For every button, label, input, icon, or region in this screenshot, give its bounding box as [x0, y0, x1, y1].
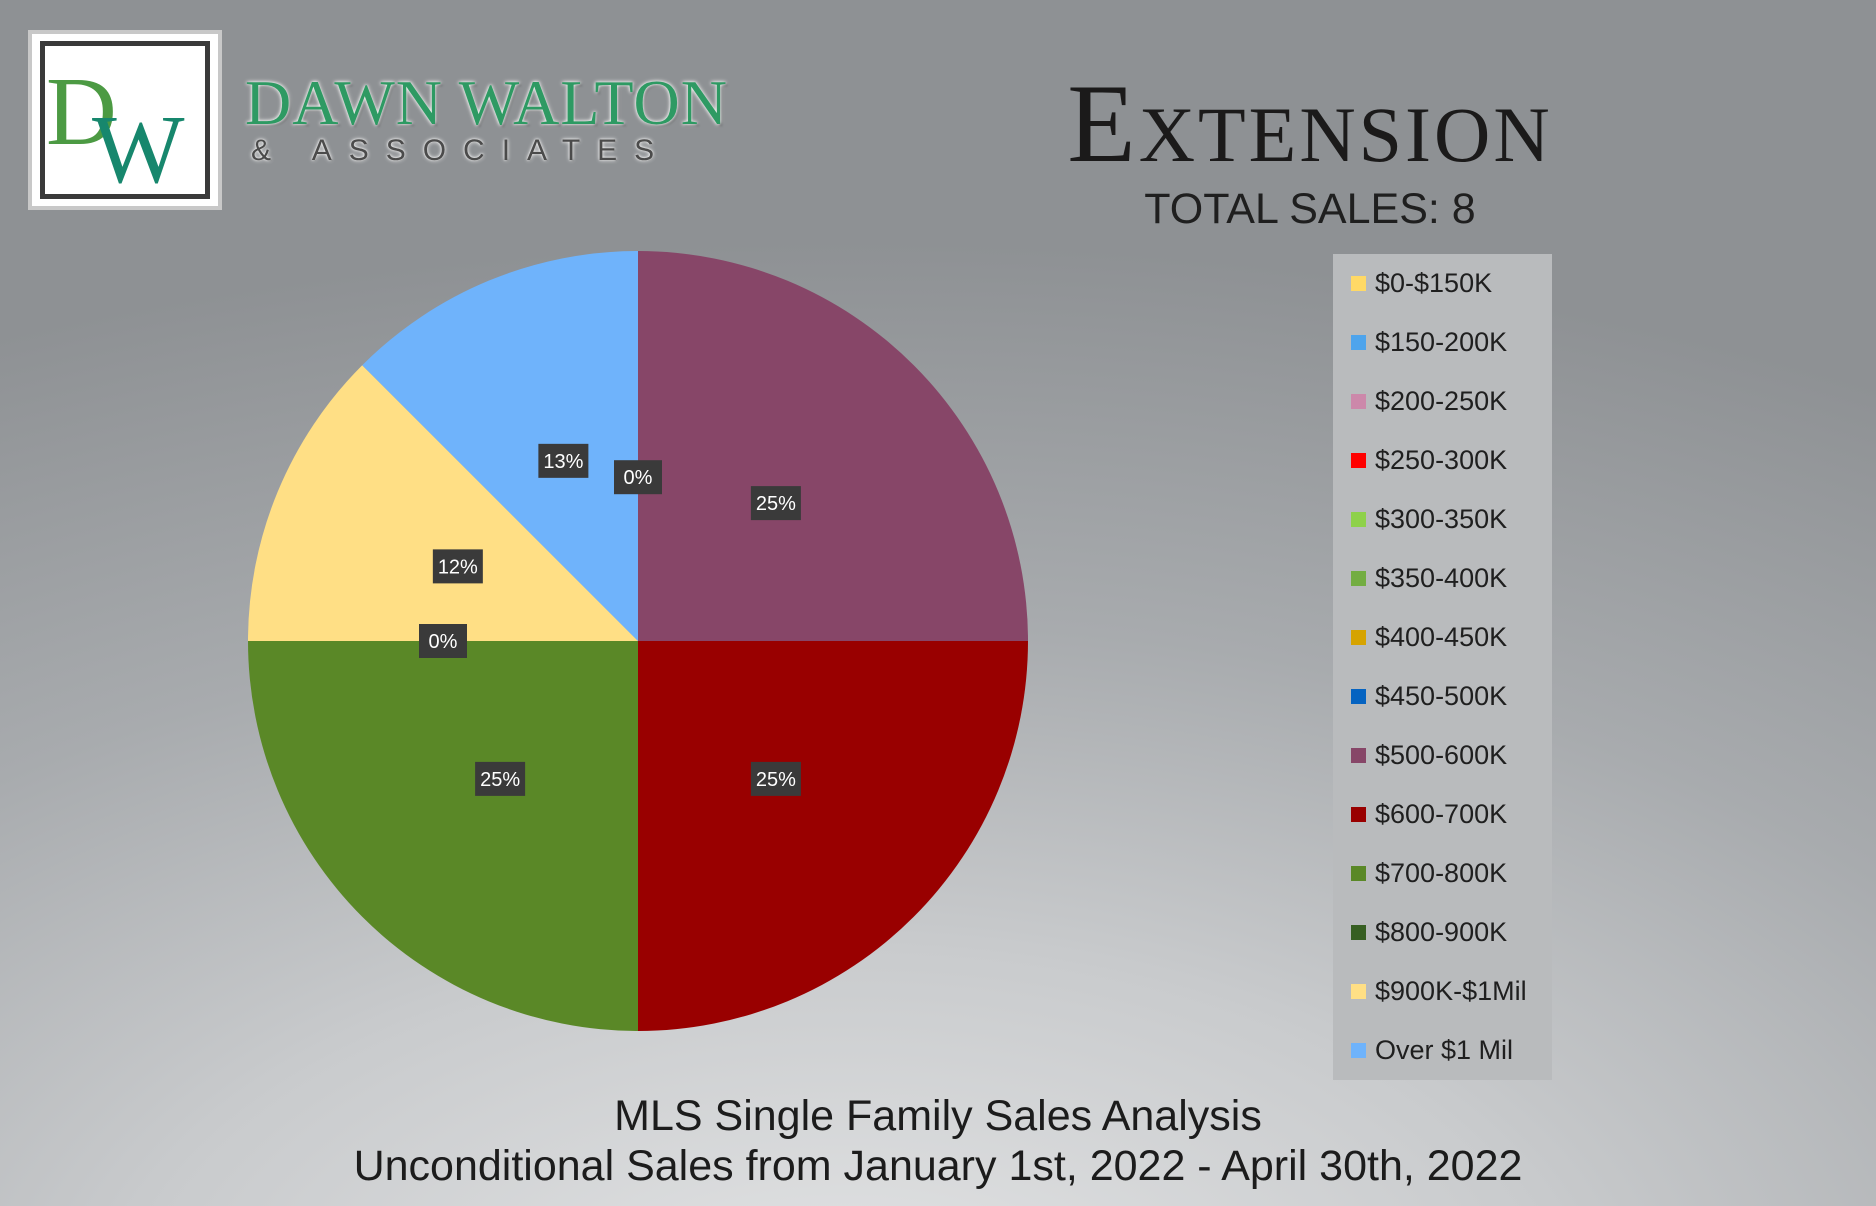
page-title: Extension — [1067, 62, 1553, 186]
data-label-10: 25% — [475, 761, 526, 796]
legend-swatch — [1351, 571, 1366, 586]
brand-name: DAWN WALTON — [245, 67, 728, 138]
data-label-box — [750, 486, 801, 521]
legend-label: $900K-$1Mil — [1375, 976, 1527, 1006]
monogram-w: W — [92, 96, 185, 204]
legend-swatch — [1351, 453, 1366, 468]
legend-label: $700-800K — [1375, 858, 1508, 888]
legend-swatch — [1351, 630, 1366, 645]
legend-swatch — [1351, 925, 1366, 940]
footer-date-range: Unconditional Sales from January 1st, 20… — [353, 1142, 1523, 1190]
legend-label: $600-700K — [1375, 799, 1508, 829]
data-label-12: 12% — [432, 549, 483, 584]
legend-swatch — [1351, 394, 1366, 409]
brand: DAWN WALTON & ASSOCIATES — [245, 66, 745, 176]
legend-label: $400-450K — [1375, 622, 1508, 652]
total-sales: TOTAL SALES: 8 — [1144, 185, 1476, 233]
data-label-box — [538, 443, 589, 478]
pie-slice-600-700k — [638, 641, 1028, 1031]
legend: $0-$150K $150-200K $200-250K $250-300K $300-… — [1333, 254, 1552, 1080]
data-label-extra-0: 0% — [614, 460, 662, 495]
legend-swatch — [1351, 984, 1366, 999]
legend-label: $350-400K — [1375, 563, 1508, 593]
data-label-box — [432, 549, 483, 584]
data-label-box — [614, 460, 662, 495]
data-label-text: 0% — [429, 631, 458, 653]
data-label-11: 0% — [419, 624, 467, 658]
pie-slice-500-600k — [638, 251, 1028, 641]
data-label-text: 0% — [624, 467, 653, 489]
data-label-9: 25% — [750, 761, 801, 796]
monogram-d: D — [46, 58, 117, 166]
dw-monogram: D W — [46, 58, 185, 204]
legend-swatch — [1351, 512, 1366, 527]
legend-swatch — [1351, 807, 1366, 822]
pie-slice-900k-1mil — [248, 365, 638, 641]
legend-swatch — [1351, 1043, 1366, 1058]
legend-swatch — [1351, 276, 1366, 291]
legend-swatch — [1351, 335, 1366, 350]
legend-label: $800-900K — [1375, 917, 1508, 947]
legend-label: $300-350K — [1375, 504, 1508, 534]
data-label-text: 12% — [438, 556, 478, 578]
data-label-text: 25% — [756, 493, 796, 515]
pie-slice-over-1-mil — [362, 251, 638, 641]
brand-subtitle: & ASSOCIATES — [251, 134, 672, 167]
data-label-text: 13% — [543, 451, 583, 473]
pie-slice-700-800k — [248, 641, 638, 1031]
data-label-text: 25% — [480, 769, 520, 791]
data-label-13: 13% — [538, 443, 589, 478]
legend-swatch — [1351, 689, 1366, 704]
data-label-8: 25% — [750, 486, 801, 521]
data-label-box — [419, 624, 467, 658]
logo: D W — [28, 30, 222, 210]
footer-title: MLS Single Family Sales Analysis — [614, 1092, 1262, 1140]
legend-label: $200-250K — [1375, 386, 1508, 416]
legend-swatch — [1351, 748, 1366, 763]
legend-label: Over $1 Mil — [1375, 1035, 1514, 1065]
legend-label: $500-600K — [1375, 740, 1508, 770]
data-label-text: 25% — [756, 769, 796, 791]
legend-label: $150-200K — [1375, 327, 1508, 357]
legend-swatch — [1351, 866, 1366, 881]
legend-label: $450-500K — [1375, 681, 1508, 711]
data-label-box — [475, 761, 526, 796]
legend-label: $250-300K — [1375, 445, 1508, 475]
data-label-box — [750, 761, 801, 796]
logo-frame — [40, 41, 210, 199]
legend-label: $0-$150K — [1375, 268, 1493, 298]
